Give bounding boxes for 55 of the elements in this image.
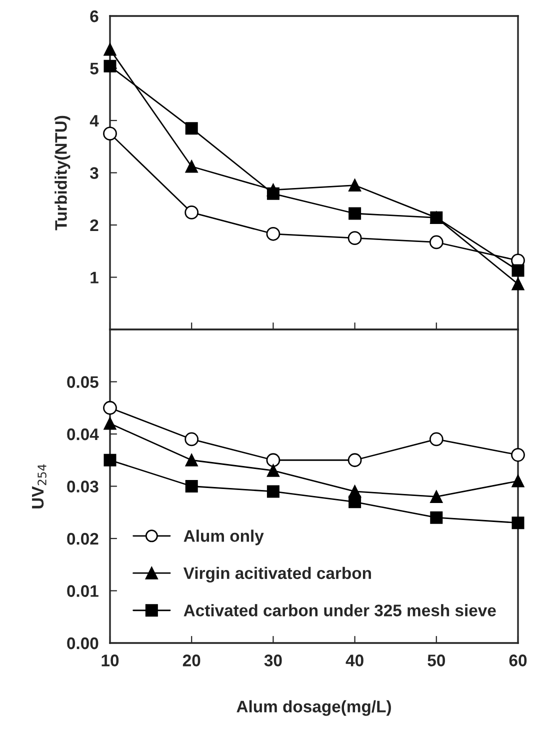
y-tick-label: 0.02: [67, 532, 98, 545]
point: [104, 43, 116, 56]
point: [266, 226, 280, 241]
point: [266, 464, 280, 477]
point: [266, 453, 280, 468]
point: [430, 511, 443, 524]
point: [185, 160, 198, 173]
point: [104, 454, 116, 466]
point: [184, 206, 199, 220]
x-tick-label: 40: [346, 654, 364, 666]
point: [512, 264, 524, 277]
point: [512, 516, 524, 530]
point: [348, 496, 362, 508]
x-tick-label: 50: [428, 654, 445, 666]
point: [184, 432, 199, 446]
x-tick-label: 30: [264, 654, 282, 666]
point: [429, 235, 444, 250]
y-tick-label: 0.04: [67, 428, 99, 440]
point: [430, 490, 443, 503]
y-tick-label: 0.00: [67, 637, 98, 650]
point: [348, 453, 362, 468]
y-axis-title: Turbidity(NTU): [54, 116, 70, 230]
point: [348, 231, 362, 246]
y-tick-label: 5: [90, 62, 98, 74]
point: [266, 187, 280, 200]
y-tick-label: 6: [90, 10, 98, 22]
point: [185, 122, 198, 135]
point: [512, 278, 524, 290]
point: [104, 417, 116, 430]
point: [266, 485, 280, 498]
legend-label: Alum only: [184, 530, 264, 546]
point: [429, 432, 444, 446]
x-axis-title: Alum dosage(mg/L): [236, 700, 391, 716]
y-tick-label: 1: [90, 272, 98, 284]
y-tick-label: 0.05: [67, 376, 98, 388]
point: [348, 179, 362, 192]
point: [185, 480, 198, 492]
point: [103, 400, 117, 415]
legend-label: Activated carbon under 325 mesh sieve: [184, 604, 496, 616]
y-tick-label: 3: [90, 167, 98, 179]
x-tick-label: 20: [182, 654, 200, 666]
y-axis-title: UV$_{254}$: [32, 464, 46, 508]
y-tick-label: 0.01: [67, 585, 98, 597]
point: [185, 454, 198, 466]
y-tick-label: 0.03: [67, 480, 98, 492]
point: [348, 207, 362, 220]
point: [512, 474, 524, 488]
legend-label: Virgin acitivated carbon: [183, 566, 371, 582]
point: [511, 448, 525, 462]
y-tick-label: 4: [90, 115, 99, 127]
point: [103, 126, 117, 141]
x-tick-label: 10: [102, 654, 119, 666]
x-tick-label: 60: [509, 654, 527, 666]
point: [104, 60, 116, 72]
y-tick-label: 2: [90, 219, 98, 232]
